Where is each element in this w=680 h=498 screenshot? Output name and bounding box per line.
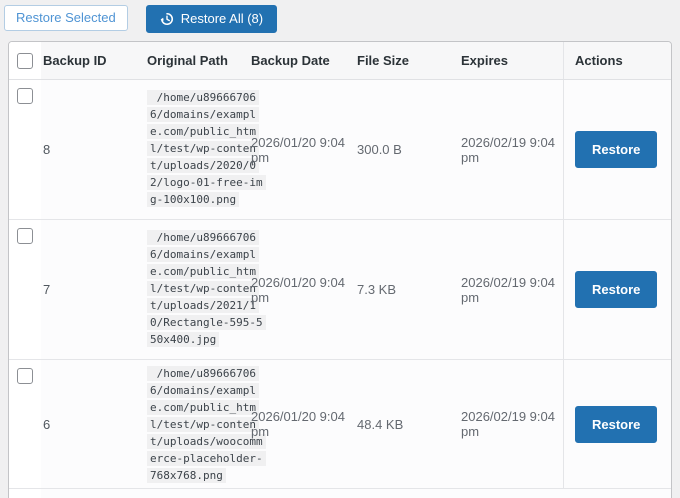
restore-button[interactable]: Restore <box>575 405 658 443</box>
column-header-backup-date: Backup Date <box>251 53 330 68</box>
path-line: 6/domains/exampl <box>147 107 259 122</box>
backup-date-cell: 2026/01/20 9:04 pm <box>251 409 345 439</box>
toolbar: Restore Selected Restore All (8) <box>4 5 278 33</box>
table-row: 8 /home/u89666706 6/domains/exampl e.com… <box>9 80 671 220</box>
restore-button[interactable]: Restore <box>575 131 658 168</box>
clock-restore-icon <box>160 12 174 26</box>
row-checkbox-cell <box>9 80 41 219</box>
backup-id-cell: 7 <box>43 282 51 297</box>
row-checkbox[interactable] <box>17 368 33 384</box>
expires-cell: 2026/02/19 9:04 pm <box>461 134 555 165</box>
row-checkbox-cell <box>9 360 41 488</box>
path-line: /home/u89666706 <box>147 230 259 245</box>
path-line: erce-placeholder- <box>147 451 266 466</box>
backup-date-cell: 2026/01/20 9:04 pm <box>251 274 345 305</box>
actions-cell: Restore <box>563 220 671 359</box>
original-path-cell: /home/u89666706 6/domains/exampl e.com/p… <box>145 360 266 488</box>
row-checkbox[interactable] <box>17 228 33 244</box>
column-header-actions: Actions <box>563 42 671 79</box>
path-line: t/uploads/2020/0 <box>147 158 259 173</box>
header-checkbox-cell <box>9 42 41 79</box>
table-row: 7 /home/u89666706 6/domains/exampl e.com… <box>9 220 671 360</box>
restore-all-label: Restore All (8) <box>180 11 264 26</box>
restore-selected-button[interactable]: Restore Selected <box>4 5 128 31</box>
file-size-cell: 7.3 KB <box>357 282 397 297</box>
column-header-expires: Expires <box>461 53 508 68</box>
column-header-original-path: Original Path <box>147 53 228 68</box>
restore-all-button[interactable]: Restore All (8) <box>145 5 278 33</box>
actions-cell: Restore <box>563 360 671 488</box>
backups-table: Backup ID Original Path Backup Date File… <box>8 41 672 498</box>
restore-button[interactable]: Restore <box>575 271 658 308</box>
next-row-partial <box>9 489 671 498</box>
path-line: e.com/public_htm <box>147 264 259 279</box>
path-line: 2/logo-01-free-im <box>147 175 266 190</box>
path-line: t/uploads/woocomm <box>147 434 266 449</box>
expires-cell: 2026/02/19 9:04 pm <box>461 409 555 439</box>
backup-id-cell: 6 <box>43 416 51 432</box>
path-line: l/test/wp-conten <box>147 141 259 156</box>
path-line: 50x400.jpg <box>147 332 220 347</box>
path-line: 0/Rectangle-595-5 <box>147 315 266 330</box>
path-line: 6/domains/exampl <box>147 247 259 262</box>
table-row: 6 /home/u89666706 6/domains/exampl e.com… <box>9 360 671 489</box>
row-checkbox[interactable] <box>17 88 33 104</box>
expires-cell: 2026/02/19 9:04 pm <box>461 274 555 305</box>
original-path-cell: /home/u89666706 6/domains/exampl e.com/p… <box>145 220 266 359</box>
path-line: g-100x100.png <box>147 192 240 207</box>
path-line: e.com/public_htm <box>147 400 259 415</box>
path-line: l/test/wp-conten <box>147 281 259 296</box>
path-line: t/uploads/2021/1 <box>147 298 259 313</box>
backup-date-cell: 2026/01/20 9:04 pm <box>251 134 345 165</box>
original-path-cell: /home/u89666706 6/domains/exampl e.com/p… <box>145 80 266 219</box>
row-checkbox-cell <box>9 220 41 359</box>
actions-cell: Restore <box>563 80 671 219</box>
path-line: 768x768.png <box>147 468 226 483</box>
path-line: 6/domains/exampl <box>147 383 259 398</box>
row-checkbox-cell <box>9 489 41 498</box>
table-header-row: Backup ID Original Path Backup Date File… <box>9 42 671 80</box>
path-line: /home/u89666706 <box>147 366 259 381</box>
column-header-backup-id: Backup ID <box>43 53 107 68</box>
path-line: l/test/wp-conten <box>147 417 259 432</box>
file-size-cell: 300.0 B <box>357 142 402 157</box>
column-header-file-size: File Size <box>357 53 410 68</box>
select-all-checkbox[interactable] <box>17 52 33 69</box>
backup-id-cell: 8 <box>43 142 51 157</box>
file-size-cell: 48.4 KB <box>357 416 404 432</box>
path-line: /home/u89666706 <box>147 90 259 105</box>
path-line: e.com/public_htm <box>147 124 259 139</box>
